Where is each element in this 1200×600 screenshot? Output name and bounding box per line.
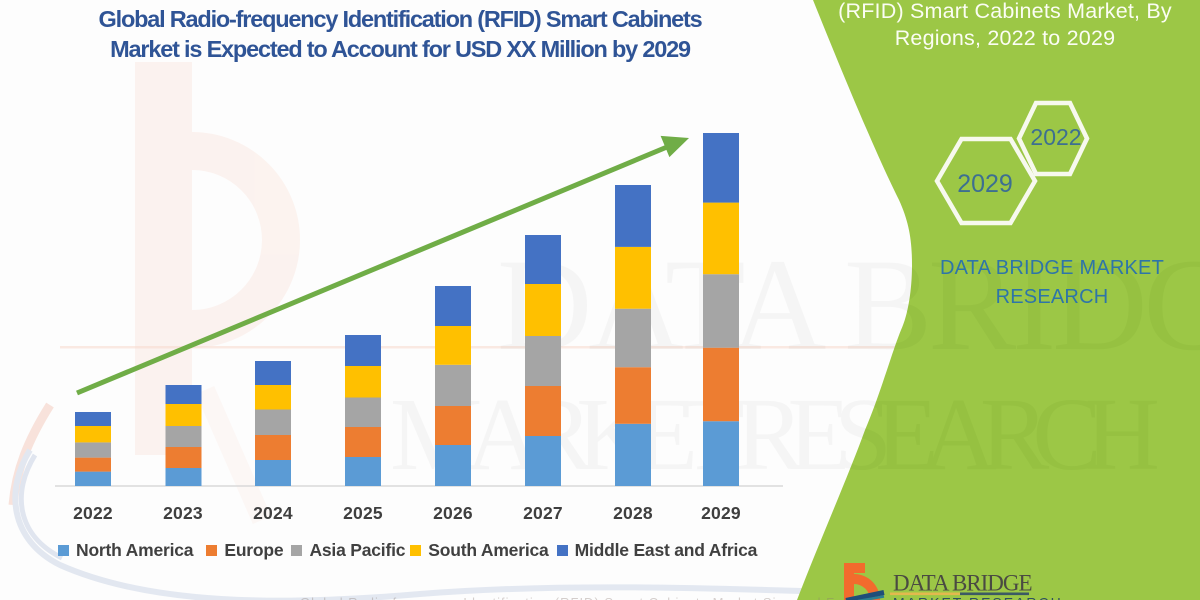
svg-text:2029: 2029 — [957, 170, 1013, 198]
svg-text:DATA BRIDGE: DATA BRIDGE — [893, 571, 1032, 596]
svg-text:MARKET RESEARCH: MARKET RESEARCH — [893, 595, 1063, 600]
svg-text:MARKET RESEARCH: MARKET RESEARCH — [390, 377, 1160, 492]
svg-text:2022: 2022 — [1030, 124, 1081, 150]
